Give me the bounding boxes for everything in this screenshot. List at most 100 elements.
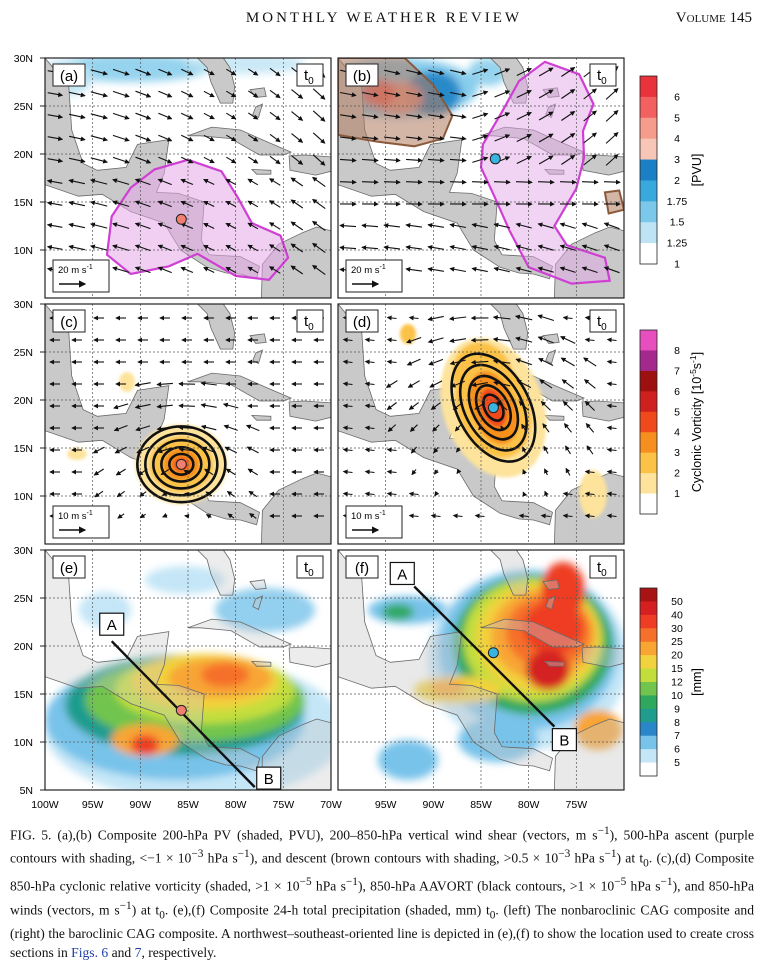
panel-label-f: (f)	[346, 556, 378, 578]
colorbar-tick: 1	[674, 259, 680, 271]
colorbar-tick: 4	[674, 133, 680, 145]
colorbar-title: [PVU]	[690, 154, 704, 187]
colorbar-tick: 5	[674, 112, 680, 124]
x-tick-label: 95W	[375, 799, 397, 811]
line-end-a: A	[390, 562, 414, 584]
y-tick-label: 10N	[14, 737, 33, 749]
svg-text:B: B	[264, 771, 274, 788]
colorbar-tick: 1.25	[667, 238, 688, 250]
journal-title: MONTHLY WEATHER REVIEW	[0, 10, 768, 27]
colorbar-tick: 30	[671, 623, 683, 635]
x-tick-label: 75W	[566, 799, 588, 811]
y-tick-label: 5N	[20, 785, 33, 797]
svg-text:A: A	[107, 617, 117, 634]
time-label-f: t0	[590, 556, 616, 579]
y-tick-label: 25N	[14, 593, 33, 605]
panel-label-d: (d)	[346, 310, 378, 332]
svg-text:(e): (e)	[60, 560, 78, 577]
x-tick-label: 80W	[225, 799, 247, 811]
svg-text:B: B	[559, 733, 569, 750]
colorbar-title: Cyclonic Vorticity [10-5s-1]	[688, 352, 704, 492]
colorbar-tick: 6	[674, 744, 680, 756]
panel-label-a: (a)	[53, 64, 85, 86]
composite-center-marker	[490, 154, 500, 164]
colorbar-tick: 3	[674, 447, 680, 459]
panel-d: (d) t0 10 m s-1	[338, 304, 624, 544]
svg-text:A: A	[397, 566, 407, 583]
panel-f: A B (f) t0	[338, 550, 628, 790]
panel-e: A B (e) t0	[45, 550, 345, 800]
vector-key-c: 10 m s-1	[53, 506, 109, 538]
y-tick-label: 20N	[14, 149, 33, 161]
colorbar-tick: 3	[674, 154, 680, 166]
y-tick-label: 30N	[14, 299, 33, 311]
panel-a: (a) t0 20 m s-1	[37, 54, 331, 298]
colorbar-tick: 1.5	[670, 217, 685, 229]
x-tick-label: 90W	[423, 799, 445, 811]
colorbar-title: [mm]	[690, 668, 704, 696]
time-label-d: t0	[590, 310, 616, 333]
vector-key-a: 20 m s-1	[53, 260, 109, 292]
colorbar-tick: 5	[674, 757, 680, 769]
y-tick-label: 20N	[14, 395, 33, 407]
x-tick-label: 100W	[31, 799, 59, 811]
y-tick-label: 10N	[14, 245, 33, 257]
panel-label-b: (b)	[346, 64, 378, 86]
colorbar-tick: 40	[671, 609, 683, 621]
figure-caption: FIG. 5. (a),(b) Composite 200-hPa PV (sh…	[10, 822, 754, 962]
colorbar-tick: 9	[674, 703, 680, 715]
colorbar-tick: 2	[674, 468, 680, 480]
colorbar-tick: 15	[671, 663, 683, 675]
y-tick-label: 15N	[14, 689, 33, 701]
y-tick-label: 20N	[14, 641, 33, 653]
colorbar-tick: 7	[674, 365, 680, 377]
colorbar-tick: 6	[674, 91, 680, 103]
colorbar-tick: 12	[671, 677, 683, 689]
time-label-b: t0	[590, 64, 616, 87]
vector-key-b: 20 m s-1	[346, 260, 402, 292]
line-end-b: B	[257, 767, 281, 789]
colorbar-tick: 1.75	[667, 196, 688, 208]
y-tick-label: 15N	[14, 197, 33, 209]
svg-text:(b): (b)	[353, 68, 371, 85]
time-label-a: t0	[297, 64, 323, 87]
panel-b: (b) t0 20 m s-1	[318, 58, 624, 298]
composite-center-marker	[488, 648, 498, 658]
y-tick-label: 30N	[14, 545, 33, 557]
colorbar-tick: 50	[671, 596, 683, 608]
time-label-c: t0	[297, 310, 323, 333]
svg-text:(d): (d)	[353, 314, 371, 331]
colorbar-tick: 1	[674, 488, 680, 500]
colorbar-tick: 25	[671, 636, 683, 648]
panel-label-e: (e)	[53, 556, 85, 578]
x-tick-label: 90W	[130, 799, 152, 811]
colorbar-tick: 2	[674, 175, 680, 187]
y-tick-label: 10N	[14, 491, 33, 503]
colorbar-tick: 8	[674, 345, 680, 357]
composite-center-marker	[176, 459, 186, 469]
line-end-b: B	[552, 729, 576, 751]
composite-center-marker	[488, 403, 498, 413]
panel-c: (c) t0 10 m s-1	[45, 304, 331, 544]
colorbar-tick: 10	[671, 690, 683, 702]
y-tick-label: 25N	[14, 347, 33, 359]
colorbar-tick: 4	[674, 427, 680, 439]
colorbar-tick: 8	[674, 717, 680, 729]
svg-text:(c): (c)	[60, 314, 78, 331]
x-tick-label: 80W	[518, 799, 540, 811]
panel-label-c: (c)	[53, 310, 85, 332]
composite-center-marker	[176, 705, 186, 715]
colorbar-tick: 20	[671, 650, 683, 662]
y-tick-label: 30N	[14, 53, 33, 65]
x-tick-label: 85W	[177, 799, 199, 811]
y-tick-label: 25N	[14, 101, 33, 113]
volume-label: Volume 145	[676, 10, 752, 27]
x-tick-label: 95W	[82, 799, 104, 811]
x-tick-label: 75W	[273, 799, 295, 811]
time-label-e: t0	[297, 556, 323, 579]
x-tick-label: 70W	[320, 799, 342, 811]
colorbar-tick: 6	[674, 386, 680, 398]
vector-key-d: 10 m s-1	[346, 506, 402, 538]
